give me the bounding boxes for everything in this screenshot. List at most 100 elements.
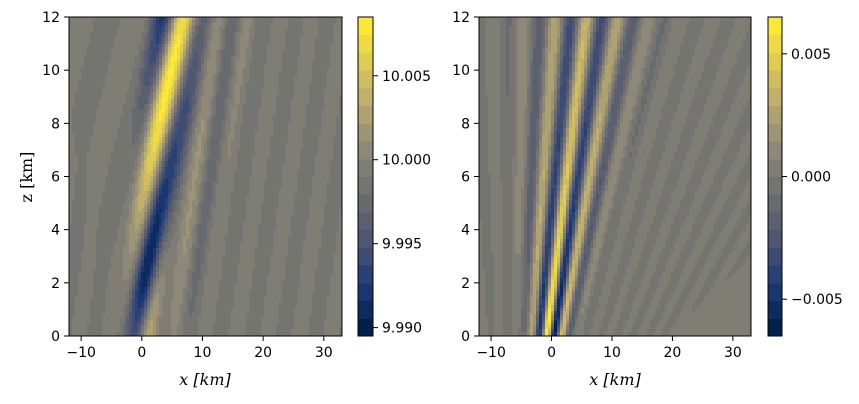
heatmap-cell (183, 287, 187, 291)
heatmap-cell (168, 161, 172, 165)
heatmap-cell (87, 161, 91, 165)
heatmap-cell (162, 125, 166, 129)
heatmap-cell (198, 32, 202, 36)
heatmap-cell (90, 191, 94, 195)
heatmap-cell (186, 125, 190, 129)
heatmap-cell (141, 80, 145, 84)
heatmap-cell (105, 293, 109, 297)
heatmap-cell (114, 128, 118, 132)
heatmap-cell (90, 257, 94, 261)
heatmap-cell (186, 290, 190, 294)
heatmap-cell (165, 254, 169, 258)
heatmap-cell (72, 209, 76, 213)
heatmap-cell (207, 176, 211, 180)
heatmap-cell (201, 287, 205, 291)
heatmap-cell (78, 107, 82, 111)
heatmap-cell (123, 215, 127, 219)
heatmap-cell (138, 215, 142, 219)
heatmap-cell (102, 173, 106, 177)
heatmap-cell (120, 29, 124, 33)
heatmap-cell (69, 86, 73, 90)
heatmap-cell (129, 35, 133, 39)
heatmap-cell (78, 317, 82, 321)
heatmap-cell (72, 269, 76, 273)
heatmap-cell (165, 257, 169, 261)
heatmap-cell (117, 308, 121, 312)
heatmap-cell (156, 110, 160, 114)
heatmap-cell (102, 233, 106, 237)
heatmap-cell (87, 332, 91, 336)
heatmap-cell (84, 122, 88, 126)
heatmap-cell (141, 239, 145, 243)
heatmap-cell (138, 260, 142, 264)
heatmap-cell (144, 137, 148, 141)
heatmap-cell (147, 20, 151, 24)
heatmap-cell (129, 131, 133, 135)
heatmap-cell (105, 275, 109, 279)
heatmap-cell (87, 26, 91, 30)
heatmap-cell (207, 83, 211, 87)
heatmap-cell (78, 188, 82, 192)
heatmap-cell (132, 272, 136, 276)
heatmap-cell (156, 290, 160, 294)
heatmap-cell (132, 149, 136, 153)
heatmap-cell (132, 65, 136, 69)
heatmap-cell (144, 170, 148, 174)
heatmap-cell (108, 266, 112, 270)
heatmap-cell (87, 326, 91, 330)
heatmap-cell (153, 122, 157, 126)
heatmap-cell (96, 194, 100, 198)
heatmap-cell (135, 68, 139, 72)
heatmap-cell (84, 95, 88, 99)
heatmap-cell (144, 20, 148, 24)
heatmap-cell (171, 194, 175, 198)
heatmap-cell (150, 179, 154, 183)
heatmap-cell (129, 260, 133, 264)
heatmap-cell (132, 113, 136, 117)
heatmap-cell (90, 77, 94, 81)
heatmap-cell (75, 89, 79, 93)
heatmap-cell (195, 287, 199, 291)
heatmap-cell (198, 308, 202, 312)
heatmap-cell (150, 248, 154, 252)
heatmap-cell (108, 155, 112, 159)
heatmap-cell (81, 44, 85, 48)
heatmap-cell (189, 236, 193, 240)
heatmap-cell (78, 86, 82, 90)
heatmap-cell (141, 35, 145, 39)
heatmap-cell (144, 107, 148, 111)
heatmap-cell (129, 128, 133, 132)
heatmap-cell (114, 263, 118, 267)
heatmap-cell (180, 245, 184, 249)
heatmap-cell (189, 71, 193, 75)
heatmap-cell (144, 110, 148, 114)
heatmap-cell (159, 44, 163, 48)
heatmap-cell (102, 38, 106, 42)
heatmap-cell (135, 41, 139, 45)
heatmap-cell (105, 224, 109, 228)
heatmap-cell (72, 26, 76, 30)
heatmap-cell (120, 176, 124, 180)
heatmap-cell (186, 137, 190, 141)
heatmap-cell (186, 248, 190, 252)
heatmap-cell (129, 116, 133, 120)
heatmap-cell (204, 107, 208, 111)
heatmap-cell (117, 56, 121, 60)
heatmap-cell (120, 23, 124, 27)
heatmap-cell (75, 305, 79, 309)
heatmap-cell (201, 242, 205, 246)
heatmap-cell (135, 257, 139, 261)
heatmap-cell (129, 23, 133, 27)
heatmap-cell (171, 308, 175, 312)
heatmap-cell (192, 221, 196, 225)
heatmap-cell (132, 227, 136, 231)
heatmap-cell (75, 56, 79, 60)
heatmap-cell (111, 77, 115, 81)
heatmap-cell (132, 293, 136, 297)
heatmap-cell (153, 41, 157, 45)
heatmap-cell (165, 329, 169, 333)
heatmap-cell (120, 323, 124, 327)
heatmap-cell (117, 110, 121, 114)
heatmap-cell (153, 209, 157, 213)
heatmap-cell (114, 20, 118, 24)
